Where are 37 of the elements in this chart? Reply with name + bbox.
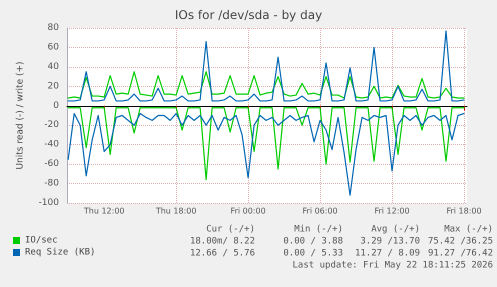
y-tick-label: 20 [48, 81, 60, 92]
legend-label: Req Size (KB) [25, 248, 96, 258]
text: Last update: Fri May 22 18:11:25 2026 [292, 260, 493, 270]
text: Cur (-/+) [206, 224, 255, 234]
y-tick-label: -100 [38, 198, 60, 208]
text: 0.00 / 3.88 [283, 236, 343, 246]
line-series [68, 107, 465, 180]
line-series [68, 30, 465, 102]
text: Max (-/+) [444, 224, 493, 234]
y-tick-label: 40 [48, 62, 60, 72]
text: 3.29 /13.70 [360, 236, 420, 246]
text: 91.27 /76.42 [428, 248, 493, 258]
text: 12.66 / 5.76 [190, 248, 255, 258]
text: Min (-/+) [294, 224, 343, 234]
text: 11.27 / 8.09 [354, 248, 420, 258]
y-tick-label: -20 [44, 120, 60, 130]
y-tick-label: 60 [48, 42, 60, 52]
y-tick-label: -60 [44, 159, 60, 170]
line-series [68, 71, 465, 99]
text: 75.42 /36.25 [428, 236, 493, 246]
y-tick-label: 80 [48, 23, 60, 33]
x-tick-label: Fri 06:00 [302, 206, 338, 216]
y-tick-label: 0 [53, 100, 60, 111]
x-tick-label: Fri 12:00 [374, 206, 410, 216]
y-tick-label: -40 [44, 140, 60, 150]
line-series [68, 112, 465, 196]
text: 18.00m/ 8.22 [190, 236, 255, 246]
chart-title: IOs for /dev/sda - by day [174, 8, 322, 22]
x-tick-label: Fri 18:00 [446, 206, 482, 216]
text: Avg (-/+) [371, 224, 420, 234]
legend-label: IO/sec [25, 236, 58, 246]
y-tick-label: -80 [44, 178, 60, 189]
x-tick-label: Thu 18:00 [154, 206, 196, 216]
text: 0.00 / 5.33 [283, 248, 343, 258]
y-axis-title: Units read (-) / write (+) [16, 61, 26, 170]
x-tick-label: Thu 12:00 [82, 206, 124, 216]
x-tick-label: Fri 00:00 [230, 206, 266, 216]
